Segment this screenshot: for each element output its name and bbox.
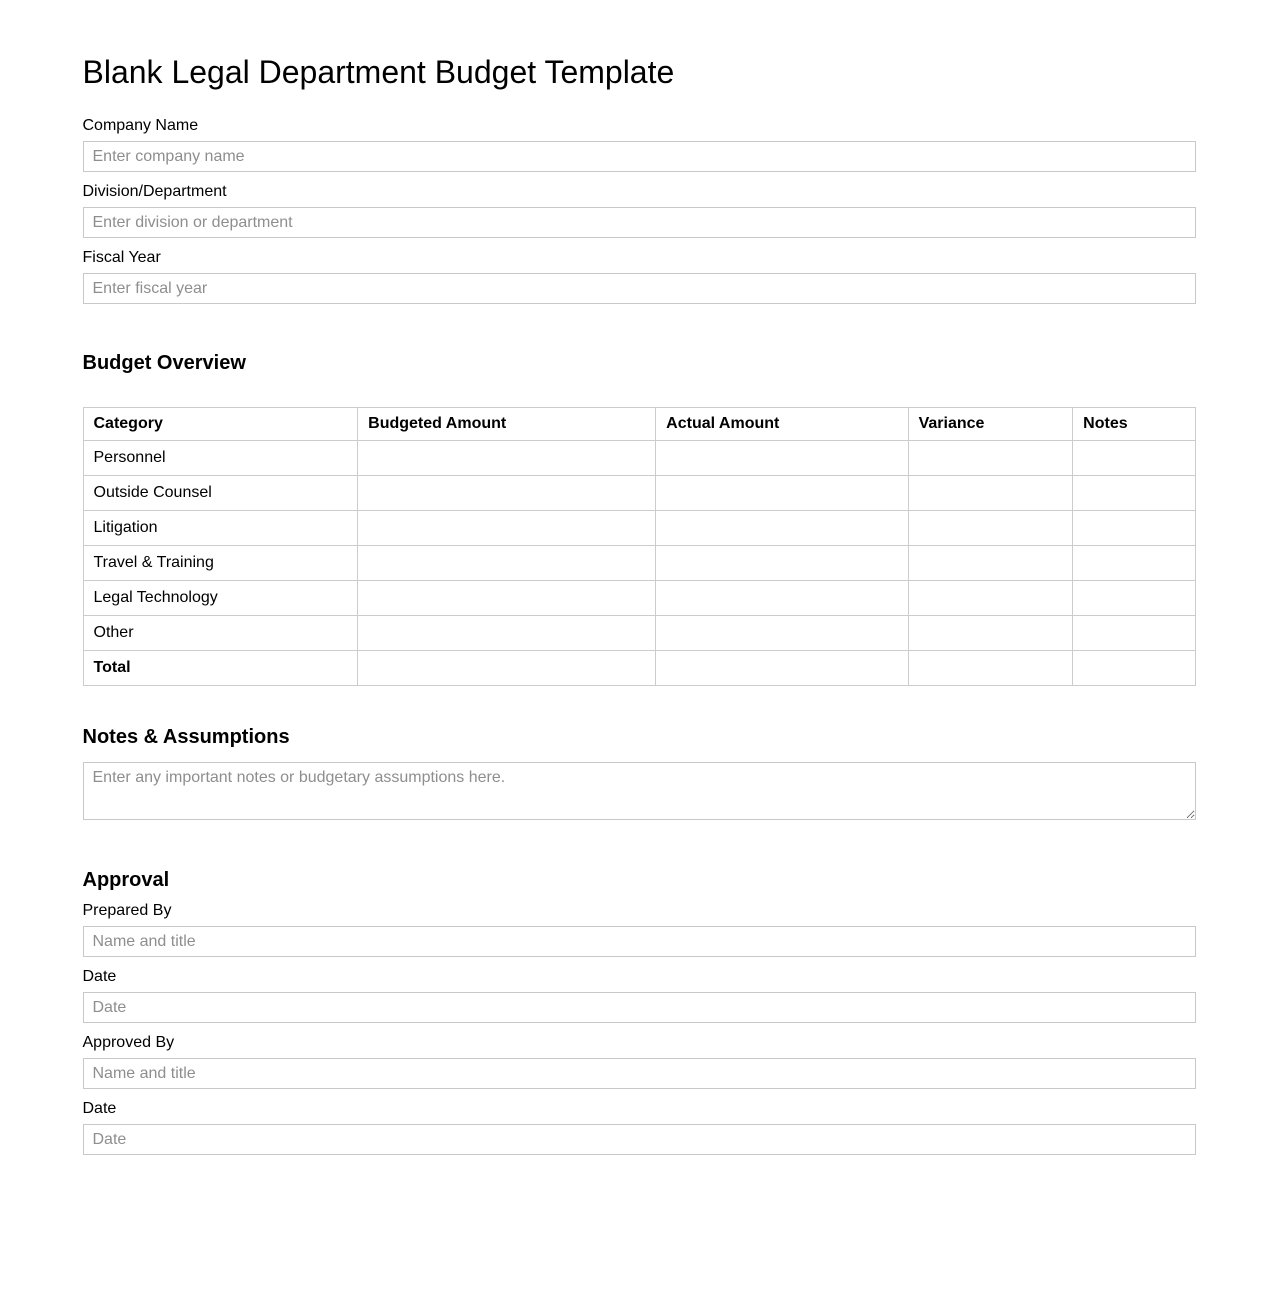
budgeted-amount-cell <box>357 475 657 511</box>
notes-cell <box>1072 510 1196 546</box>
variance-cell <box>907 615 1074 651</box>
category-cell: Outside Counsel <box>82 475 359 511</box>
actual-amount-cell <box>655 440 909 476</box>
total-budgeted-cell <box>357 650 657 686</box>
prepared-by-label: Prepared By <box>82 902 172 919</box>
notes-cell <box>1072 545 1196 581</box>
field-approved-date: Date <box>82 1100 1196 1155</box>
category-cell: Other <box>82 615 359 651</box>
approval-heading: Approval <box>82 869 170 891</box>
actual-amount-cell <box>655 545 909 581</box>
budgeted-amount-cell <box>357 615 657 651</box>
table-row-other: Other <box>82 615 1196 651</box>
table-row-legal-technology: Legal Technology <box>82 580 1196 616</box>
notes-textarea[interactable] <box>82 762 1196 820</box>
actual-amount-cell <box>655 475 909 511</box>
budget-template-page: Blank Legal Department Budget Template C… <box>82 0 1196 1155</box>
column-header-notes: Notes <box>1072 407 1196 441</box>
fiscal-year-input[interactable] <box>82 273 1196 304</box>
variance-cell <box>907 475 1074 511</box>
table-row-total: Total <box>82 650 1196 686</box>
table-row-personnel: Personnel <box>82 440 1196 476</box>
field-company-name: Company Name <box>82 117 1196 172</box>
notes-cell <box>1072 475 1196 511</box>
budget-overview-table: Category Budgeted Amount Actual Amount V… <box>82 407 1196 686</box>
field-approved-by: Approved By <box>82 1034 1196 1089</box>
company-name-label: Company Name <box>82 117 199 134</box>
budget-overview-heading: Budget Overview <box>82 352 246 374</box>
category-cell: Litigation <box>82 510 359 546</box>
table-row-litigation: Litigation <box>82 510 1196 546</box>
prepared-date-label: Date <box>82 968 117 985</box>
field-division-department: Division/Department <box>82 183 1196 238</box>
prepared-by-input[interactable] <box>82 926 1196 957</box>
budgeted-amount-cell <box>357 510 657 546</box>
field-fiscal-year: Fiscal Year <box>82 249 1196 304</box>
approved-date-input[interactable] <box>82 1124 1196 1155</box>
column-header-budgeted-amount: Budgeted Amount <box>357 407 657 441</box>
approved-date-label: Date <box>82 1100 117 1117</box>
variance-cell <box>907 580 1074 616</box>
notes-assumptions-heading: Notes & Assumptions <box>82 726 290 748</box>
total-actual-cell <box>655 650 909 686</box>
prepared-date-input[interactable] <box>82 992 1196 1023</box>
division-department-input[interactable] <box>82 207 1196 238</box>
total-label-cell: Total <box>82 650 359 686</box>
column-header-actual-amount: Actual Amount <box>655 407 909 441</box>
table-header-row: Category Budgeted Amount Actual Amount V… <box>82 407 1196 441</box>
actual-amount-cell <box>655 580 909 616</box>
budgeted-amount-cell <box>357 580 657 616</box>
category-cell: Legal Technology <box>82 580 359 616</box>
actual-amount-cell <box>655 510 909 546</box>
total-variance-cell <box>907 650 1074 686</box>
table-row-travel-training: Travel & Training <box>82 545 1196 581</box>
company-name-input[interactable] <box>82 141 1196 172</box>
approved-by-label: Approved By <box>82 1034 175 1051</box>
budgeted-amount-cell <box>357 545 657 581</box>
notes-cell <box>1072 615 1196 651</box>
budgeted-amount-cell <box>357 440 657 476</box>
table-row-outside-counsel: Outside Counsel <box>82 475 1196 511</box>
column-header-category: Category <box>82 407 359 441</box>
division-department-label: Division/Department <box>82 183 227 200</box>
actual-amount-cell <box>655 615 909 651</box>
page-title: Blank Legal Department Budget Template <box>82 54 675 90</box>
notes-cell <box>1072 440 1196 476</box>
total-notes-cell <box>1072 650 1196 686</box>
fiscal-year-label: Fiscal Year <box>82 249 161 266</box>
column-header-variance: Variance <box>907 407 1074 441</box>
notes-cell <box>1072 580 1196 616</box>
approved-by-input[interactable] <box>82 1058 1196 1089</box>
category-cell: Personnel <box>82 440 359 476</box>
field-prepared-by: Prepared By <box>82 902 1196 957</box>
variance-cell <box>907 510 1074 546</box>
variance-cell <box>907 440 1074 476</box>
category-cell: Travel & Training <box>82 545 359 581</box>
variance-cell <box>907 545 1074 581</box>
field-prepared-date: Date <box>82 968 1196 1023</box>
